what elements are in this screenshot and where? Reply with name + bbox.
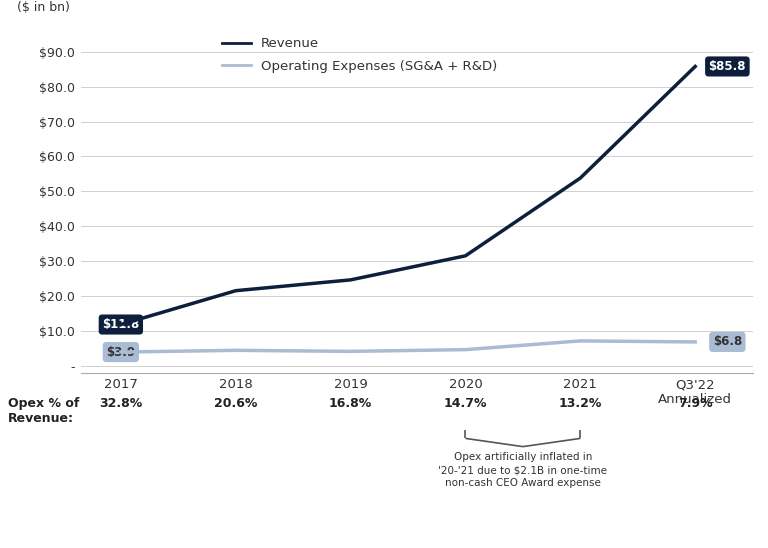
Text: 13.2%: 13.2% [558, 397, 602, 410]
Text: $6.8: $6.8 [713, 335, 742, 349]
Text: 20.6%: 20.6% [214, 397, 257, 410]
Text: Opex artificially inflated in
'20-'21 due to $2.1B in one-time
non-cash CEO Awar: Opex artificially inflated in '20-'21 du… [439, 452, 607, 488]
Text: 14.7%: 14.7% [444, 397, 487, 410]
Text: ($ in bn): ($ in bn) [17, 1, 70, 14]
Text: $3.9: $3.9 [106, 346, 135, 358]
Text: 16.8%: 16.8% [329, 397, 372, 410]
Legend: Revenue, Operating Expenses (SG&A + R&D): Revenue, Operating Expenses (SG&A + R&D) [222, 37, 498, 73]
Text: Opex % of
Revenue:: Opex % of Revenue: [8, 397, 79, 425]
Text: 7.9%: 7.9% [678, 397, 713, 410]
Text: 32.8%: 32.8% [99, 397, 143, 410]
Text: $11.8: $11.8 [102, 318, 140, 331]
Text: $85.8: $85.8 [709, 60, 746, 73]
